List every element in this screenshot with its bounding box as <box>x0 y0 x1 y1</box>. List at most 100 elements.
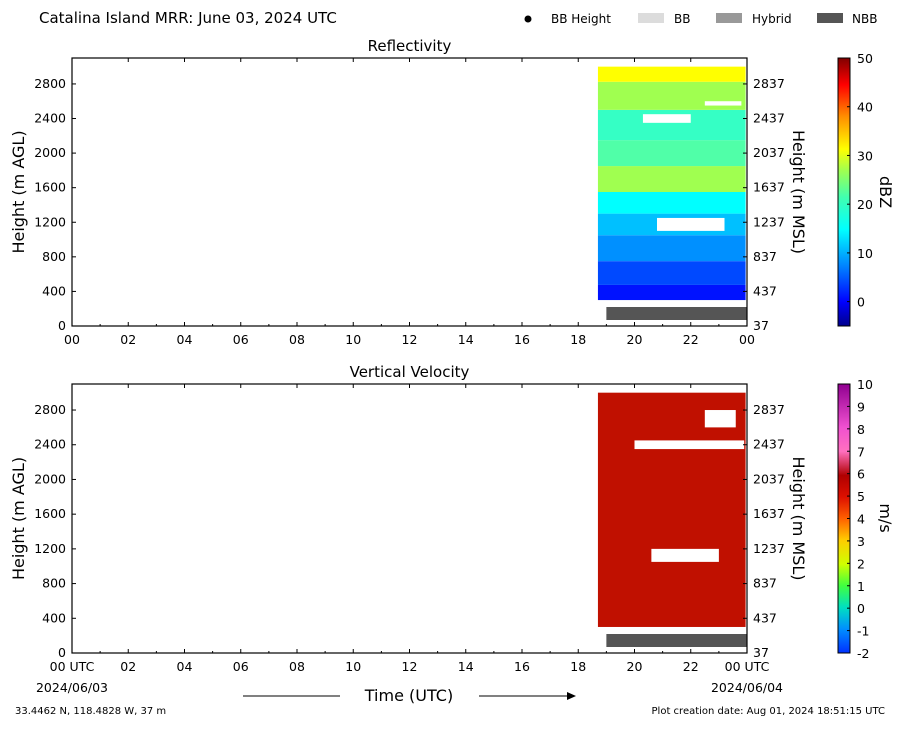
reflectivity-band <box>597 66 746 82</box>
x-tick-label: 22 <box>683 659 699 674</box>
x-tick-label: 20 <box>627 332 643 347</box>
legend-nbb-label: NBB <box>852 12 877 26</box>
x-tick-label: 12 <box>402 332 418 347</box>
colorbar-tick-label: 7 <box>857 444 865 459</box>
reflectivity-colorbar-gradient <box>837 57 851 327</box>
y-tick-right-label: 2837 <box>753 402 785 417</box>
velocity-colorbar-ticks: -2 -1 0 1 2 3 4 5 6 7 8 9 10 <box>847 377 873 661</box>
reflectivity-band <box>597 81 746 110</box>
x-tick-label: 04 <box>177 659 193 674</box>
legend-hybrid-label: Hybrid <box>752 12 792 26</box>
y-tick-right-label: 1237 <box>753 214 785 229</box>
y-tick-right-label: 2037 <box>753 145 785 160</box>
nbb-bar <box>606 307 747 320</box>
reflectivity-colorbar-ticks: 0 10 20 30 40 50 <box>847 51 873 310</box>
colorbar-tick-label: 5 <box>857 489 865 504</box>
data-gap <box>634 440 745 450</box>
colorbar-tick-label: 6 <box>857 467 865 482</box>
y-tick-right-label: 37 <box>753 318 769 333</box>
legend-bb-label: BB <box>674 12 690 26</box>
colorbar-tick-label: 1 <box>857 579 865 594</box>
x-tick-label: 02 <box>120 659 136 674</box>
colorbar-tick-label: 30 <box>857 148 873 163</box>
colorbar-tick-label: 40 <box>857 100 873 115</box>
y-tick-right-label: 2037 <box>753 471 785 486</box>
y-tick-right-label: 837 <box>753 249 777 264</box>
x-tick-label: 00 <box>64 332 80 347</box>
data-gap <box>704 101 742 106</box>
legend-hybrid-swatch <box>716 13 742 23</box>
x-axis-label: Time (UTC) <box>364 686 453 705</box>
x-tick-label: 00 UTC <box>50 659 95 674</box>
y-tick-right-label: 437 <box>753 283 777 298</box>
y-tick-right-label: 1637 <box>753 506 785 521</box>
figure-title: Catalina Island MRR: June 03, 2024 UTC <box>39 9 337 27</box>
reflectivity-band <box>597 284 746 301</box>
x-tick-label: 12 <box>402 659 418 674</box>
y-tick-label: 1200 <box>34 214 66 229</box>
reflectivity-band <box>597 261 746 285</box>
panel-title: Vertical Velocity <box>350 363 470 381</box>
x-tick-label: 00 <box>739 332 755 347</box>
y-tick-right-label: 1237 <box>753 541 785 556</box>
date-left: 2024/06/03 <box>36 680 108 695</box>
y-tick-label: 1200 <box>34 541 66 556</box>
date-right: 2024/06/04 <box>711 680 783 695</box>
y-tick-label: 1600 <box>34 180 66 195</box>
y-tick-label: 0 <box>58 318 66 333</box>
y-tick-right-label: 2437 <box>753 111 785 126</box>
colorbar-tick-label: 10 <box>857 246 873 261</box>
y-axis-label: Height (m AGL) <box>9 457 28 580</box>
x-tick-label: 16 <box>514 659 530 674</box>
y-axis-right-label: Height (m MSL) <box>789 456 808 580</box>
legend-bb-swatch <box>638 13 664 23</box>
y-tick-label: 400 <box>42 283 66 298</box>
colorbar-tick-label: 0 <box>857 601 865 616</box>
y-tick-right-label: 437 <box>753 610 777 625</box>
y-tick-right-label: 837 <box>753 576 777 591</box>
y-tick-label: 2400 <box>34 111 66 126</box>
y-tick-right-label: 1637 <box>753 180 785 195</box>
velocity-colorbar-label: m/s <box>876 503 895 532</box>
data-gap <box>642 114 691 123</box>
x-tick-label: 02 <box>120 332 136 347</box>
reflectivity-band <box>597 166 746 192</box>
x-tick-label: 10 <box>345 332 361 347</box>
reflectivity-band <box>597 140 746 167</box>
reflectivity-colorbar: 0 10 20 30 40 50 dBZ <box>837 51 895 327</box>
data-gap <box>704 410 736 428</box>
data-gap <box>657 217 725 231</box>
legend: BB Height BB Hybrid NBB <box>524 12 877 26</box>
y-tick-label: 2000 <box>34 145 66 160</box>
y-tick-label: 2800 <box>34 76 66 91</box>
x-tick-label: 14 <box>458 659 474 674</box>
colorbar-tick-label: 8 <box>857 422 865 437</box>
x-tick-label: 10 <box>345 659 361 674</box>
colorbar-tick-label: -2 <box>857 646 869 661</box>
y-tick-right-label: 2837 <box>753 76 785 91</box>
y-tick-label: 0 <box>58 645 66 660</box>
x-tick-label: 08 <box>289 659 305 674</box>
y-tick-right-label: 2437 <box>753 437 785 452</box>
vertical-velocity-panel: Vertical Velocity 00 UTC 02 04 06 08 10 12 14 16 1… <box>9 363 808 674</box>
location-text: 33.4462 N, 118.4828 W, 37 m <box>15 706 166 717</box>
panel-title: Reflectivity <box>368 37 452 55</box>
y-tick-label: 2000 <box>34 471 66 486</box>
colorbar-tick-label: 10 <box>857 377 873 392</box>
reflectivity-band <box>597 235 746 262</box>
creation-date-text: Plot creation date: Aug 01, 2024 18:51:1… <box>652 706 885 717</box>
reflectivity-band <box>597 192 746 214</box>
x-tick-label: 04 <box>177 332 193 347</box>
x-tick-label: 14 <box>458 332 474 347</box>
velocity-colorbar: -2 -1 0 1 2 3 4 5 6 7 8 9 10 m/s <box>837 377 895 661</box>
x-tick-label: 08 <box>289 332 305 347</box>
colorbar-tick-label: 2 <box>857 556 865 571</box>
x-tick-label: 06 <box>233 659 249 674</box>
legend-bb-height-label: BB Height <box>551 12 611 26</box>
y-tick-label: 2400 <box>34 437 66 452</box>
colorbar-tick-label: 20 <box>857 197 873 212</box>
x-tick-label: 18 <box>570 659 586 674</box>
data-gap <box>651 548 719 562</box>
